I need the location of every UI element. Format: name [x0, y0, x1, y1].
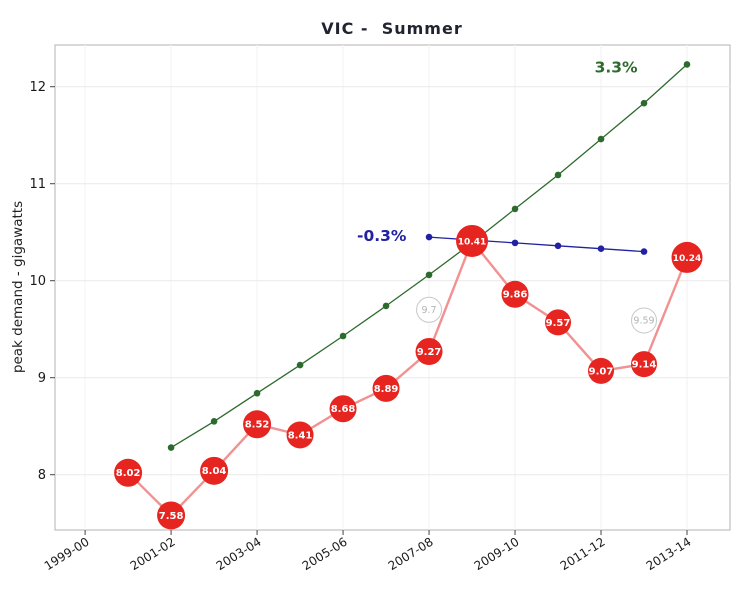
actual-peak-demand-point-label: 7.58	[159, 511, 184, 522]
growth-projection-point	[554, 171, 562, 179]
actual-peak-demand-point-label: 8.41	[288, 430, 313, 441]
actual-peak-demand-point	[286, 421, 314, 449]
x-tick-label: 2011-12	[558, 535, 608, 573]
chart-title: VIC - Summer	[321, 19, 462, 38]
growth-projection-point	[382, 302, 390, 310]
actual-peak-demand-point-label: 9.14	[632, 360, 657, 371]
actual-peak-demand-point-label: 8.02	[116, 468, 141, 479]
actual-peak-demand-point-label: 10.24	[673, 254, 701, 264]
growth-projection-point	[253, 389, 261, 397]
actual-peak-demand-point-label: 8.52	[245, 420, 270, 431]
actual-peak-demand-point-label: 8.04	[202, 466, 227, 477]
actual-peak-demand-point-label: 9.57	[546, 318, 571, 329]
actual-peak-demand-point	[200, 456, 229, 485]
actual-peak-demand-point-label: 9.86	[503, 290, 528, 301]
chart-generated-layer: 8 9 10 11 12 1999-00 2001-02 2003-04 2005-06 2007…	[29, 44, 731, 573]
flat-projection-point	[554, 242, 562, 250]
y-tick-label: 11	[29, 177, 46, 192]
x-tick-label: 2007-08	[386, 535, 436, 573]
annotation--0.3%: -0.3%	[357, 227, 407, 245]
x-tick-label: 2003-04	[214, 535, 264, 573]
growth-projection-point	[167, 444, 175, 451]
actual-peak-demand-point	[501, 280, 529, 308]
growth-projection-point	[339, 332, 347, 340]
actual-peak-demand-point	[329, 395, 357, 423]
x-tick-label: 2005-06	[300, 535, 350, 573]
actual-peak-demand-point	[545, 309, 572, 336]
actual-peak-demand-point-label: 8.89	[374, 384, 399, 395]
actual-peak-demand-point-label: 9.07	[589, 366, 614, 377]
flat-projection-point	[640, 248, 648, 255]
flat-projection-point	[425, 233, 433, 241]
actual-peak-demand-point-label: 10.41	[458, 237, 486, 247]
actual-peak-demand-point	[671, 241, 703, 273]
x-tick-label: 2009-10	[472, 535, 522, 573]
growth-projection-point	[640, 99, 648, 107]
growth-projection-point	[210, 418, 218, 425]
x-tick-label: 2013-14	[644, 535, 694, 573]
growth-projection-point	[296, 361, 304, 369]
actual-peak-demand-point	[456, 224, 489, 257]
growth-projection-point	[425, 271, 433, 279]
y-tick-label: 8	[38, 468, 46, 483]
flat-projection-point	[511, 239, 519, 247]
actual-peak-demand-point-label: 8.68	[331, 404, 356, 415]
x-tick-label: 1999-00	[42, 535, 92, 573]
superseded-forecast-point	[631, 307, 658, 334]
actual-peak-demand-point	[114, 458, 143, 487]
annotation-3.3%: 3.3%	[595, 58, 638, 76]
actual-peak-demand-point	[157, 501, 186, 530]
flat-projection-point	[597, 245, 605, 252]
actual-peak-demand-point	[243, 410, 272, 439]
y-axis-title: peak demand - gigawatts	[10, 201, 26, 373]
plot-panel	[54, 44, 731, 531]
actual-peak-demand-point-label: 9.27	[417, 347, 442, 358]
growth-projection-point	[683, 61, 691, 68]
growth-projection-point	[597, 135, 605, 143]
actual-peak-demand-point	[372, 374, 400, 402]
actual-peak-demand-point	[631, 351, 658, 378]
growth-projection-point	[511, 205, 519, 213]
actual-peak-demand-point	[588, 357, 615, 384]
actual-peak-demand-point	[415, 338, 443, 366]
y-tick-label: 9	[38, 371, 46, 386]
x-tick-label: 2001-02	[128, 535, 178, 573]
superseded-forecast-label: 9.59	[633, 316, 654, 327]
y-tick-label: 10	[29, 274, 46, 289]
y-tick-label: 12	[29, 80, 46, 95]
superseded-forecast-point	[416, 296, 443, 323]
superseded-forecast-label: 9.7	[421, 305, 436, 316]
